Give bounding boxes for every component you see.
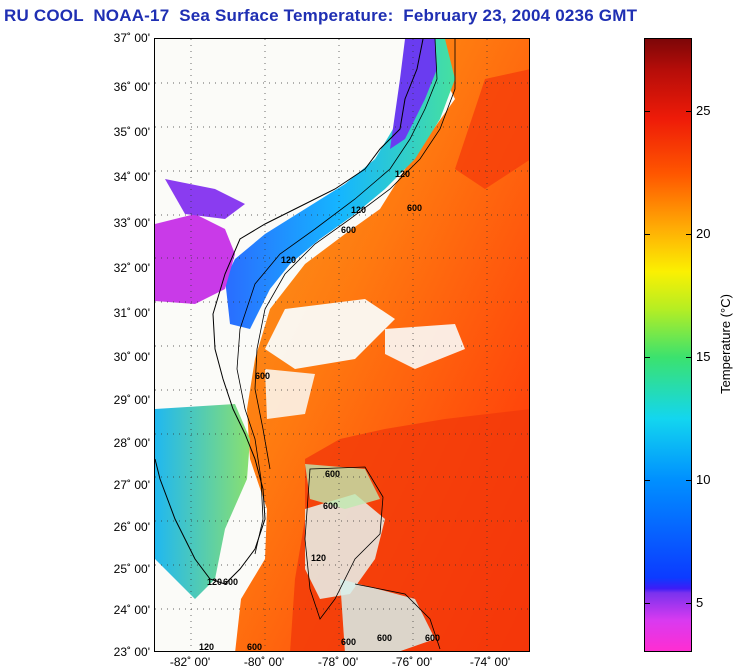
contour-label: 120 (281, 255, 296, 265)
lat-label: 26˚ 00' (113, 520, 150, 534)
colorbar-label: 15 (696, 349, 711, 364)
contour-label: 600 (325, 469, 340, 479)
lat-label: 24˚ 00' (113, 603, 150, 617)
colorbar-tick (644, 480, 650, 481)
colorbar-tick (686, 603, 692, 604)
map-title: RU COOL NOAA-17 Sea Surface Temperature:… (4, 6, 638, 25)
cloud-gap-1 (265, 299, 395, 369)
contour-label: 120 (311, 553, 326, 563)
gulf-stream-north (455, 69, 529, 189)
lat-label: 35˚ 00' (113, 125, 150, 139)
florida-shelf (155, 404, 250, 599)
lat-label: 23˚ 00' (113, 645, 150, 659)
contour-label: 120 (351, 205, 366, 215)
colorbar-tick (686, 357, 692, 358)
contour-label: 120 (395, 169, 410, 179)
contour-label: 600 (255, 371, 270, 381)
inland-waters-west2 (165, 179, 245, 219)
lat-label: 33˚ 00' (113, 216, 150, 230)
contour-label: 120 (207, 577, 222, 587)
colorbar-tick (644, 603, 650, 604)
lat-label: 29˚ 00' (113, 393, 150, 407)
colorbar-tick (644, 234, 650, 235)
contour-label: 600 (425, 633, 440, 643)
shelf-waters (225, 39, 455, 329)
contour-label: 600 (407, 203, 422, 213)
colorbar-tick (644, 111, 650, 112)
lon-label: -82˚ 00' (169, 655, 211, 669)
isobath-120 (236, 39, 438, 555)
lat-label: 36˚ 00' (113, 80, 150, 94)
lon-label: -74˚ 00' (469, 655, 511, 669)
lon-label: -80˚ 00' (243, 655, 285, 669)
lat-label: 37˚ 00' (113, 31, 150, 45)
bahamas-banks-3 (305, 464, 380, 509)
lat-label: 25˚ 00' (113, 562, 150, 576)
colorbar-title: Temperature (°C) (718, 294, 733, 394)
contour-label: 600 (247, 642, 262, 652)
sst-map: 120 600 120 600 120 600 600 600 120 120 … (154, 38, 530, 652)
colorbar-label: 20 (696, 226, 711, 241)
bahamas-banks-2 (340, 579, 435, 651)
contour-label: 600 (341, 225, 356, 235)
isobath-600 (254, 39, 456, 470)
colorbar-tick (686, 234, 692, 235)
contour-label: 600 (323, 501, 338, 511)
sst-map-image: 120 600 120 600 120 600 600 600 120 120 … (155, 39, 529, 652)
lat-label: 27˚ 00' (113, 478, 150, 492)
bahamas-contour-2 (354, 583, 441, 650)
lat-label: 32˚ 00' (113, 261, 150, 275)
contour-label: 600 (377, 633, 392, 643)
colorbar-tick (686, 480, 692, 481)
temperature-colorbar (644, 38, 692, 652)
colorbar-tick (686, 111, 692, 112)
colorbar-tick (644, 357, 650, 358)
contour-labels: 120 600 120 600 120 600 600 600 120 120 … (199, 169, 440, 652)
contour-label: 600 (223, 577, 238, 587)
contour-label: 120 (199, 642, 214, 652)
bahamas-banks (305, 494, 385, 599)
bahamas-contour (304, 466, 384, 620)
colorbar-label: 25 (696, 103, 711, 118)
colorbar-label: 5 (696, 595, 704, 610)
cloud-gap-3 (265, 369, 315, 419)
contour-label: 600 (341, 637, 356, 647)
lat-label: 31˚ 00' (113, 306, 150, 320)
coastline (155, 39, 424, 585)
lon-label: -76˚ 00' (391, 655, 433, 669)
colorbar-label: 10 (696, 472, 711, 487)
lon-label: -78˚ 00' (317, 655, 359, 669)
inland-waters-west (155, 214, 235, 304)
lat-label: 34˚ 00' (113, 170, 150, 184)
graticule (155, 39, 529, 651)
lat-label: 28˚ 00' (113, 436, 150, 450)
cloud-gap-2 (385, 324, 465, 369)
lat-label: 30˚ 00' (113, 350, 150, 364)
